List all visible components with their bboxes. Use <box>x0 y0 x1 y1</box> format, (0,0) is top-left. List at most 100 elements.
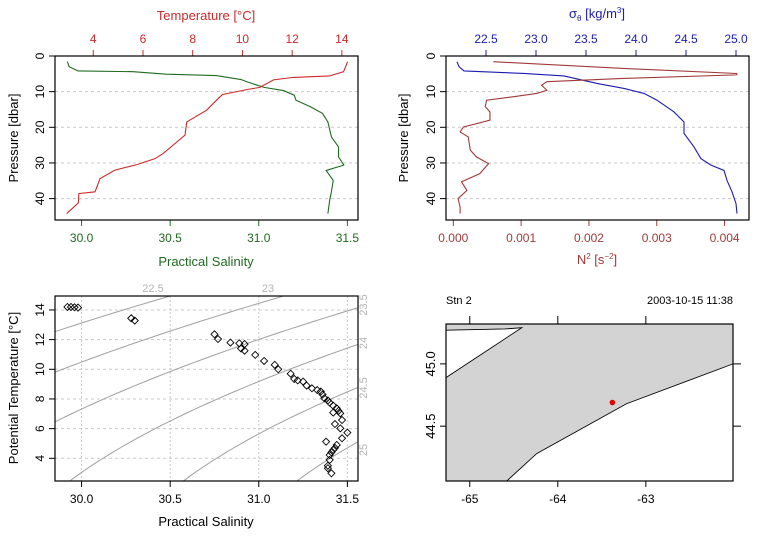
x2-tick-label: 8 <box>189 32 196 46</box>
ts-point <box>286 369 295 378</box>
y-tick-label: 6 <box>33 425 47 432</box>
y-tick-label: 10 <box>33 85 47 99</box>
label-part: [kg/m <box>582 6 617 21</box>
ts-point <box>323 461 333 470</box>
ts-point <box>63 302 72 312</box>
plot-frame <box>445 323 734 482</box>
label-part: N <box>577 252 586 267</box>
y-tick-label: 30 <box>424 156 438 170</box>
sigma-theta-profile-line <box>456 61 738 214</box>
salinity-profile-line <box>66 61 345 214</box>
x2-tick-label: 6 <box>140 32 147 46</box>
plot-frame <box>54 55 359 221</box>
x2-tick-label: 24.5 <box>674 32 698 46</box>
x-tick-label: 0.003 <box>642 231 672 245</box>
ts-point <box>316 387 325 396</box>
x2-tick-label: 12 <box>285 32 299 46</box>
ts-point <box>307 384 317 393</box>
y-tick-label: 44.5 <box>423 414 438 439</box>
density-contour-label: 22.5 <box>142 283 163 295</box>
label-part: ] <box>621 6 625 21</box>
density-contour <box>55 307 358 423</box>
y-axis-label: Pressure [dbar] <box>396 94 411 183</box>
x-tick-label: 31.0 <box>247 492 271 506</box>
ts-point <box>343 428 352 437</box>
y-tick-label: 12 <box>33 333 47 347</box>
x-tick-label: -64 <box>549 492 567 506</box>
ts-point <box>337 434 347 443</box>
ts-point <box>210 330 219 339</box>
ts-point <box>66 302 76 312</box>
ts-point <box>270 360 279 369</box>
ts-point <box>70 303 79 312</box>
ts-point <box>213 334 223 344</box>
station-time: 2003-10-15 11:38 <box>647 295 733 307</box>
ts-point <box>236 344 246 353</box>
x-tick-label: -65 <box>461 492 479 506</box>
y-tick-label: 0 <box>424 52 438 59</box>
y-tick-label: 20 <box>424 120 438 134</box>
panel-density-stratification-profile: σθ [kg/m3] N2 [s−2] Pressure [dbar] 0.00… <box>396 6 750 267</box>
y-tick-label: 30 <box>33 156 47 170</box>
y-tick-label: 14 <box>33 303 47 317</box>
ts-point <box>329 408 338 417</box>
ts-point <box>127 314 136 323</box>
ts-point <box>226 338 235 347</box>
label-superscript: 3 <box>617 6 622 15</box>
x-tick-label: -63 <box>637 492 655 506</box>
density-contour-label: 23.5 <box>358 294 370 315</box>
ts-point <box>240 346 249 355</box>
plot-frame <box>445 55 750 221</box>
x2-tick-label: 25.0 <box>724 32 748 46</box>
ts-point <box>274 365 283 374</box>
y-tick-label: 10 <box>33 362 47 376</box>
label-part: ] <box>614 252 618 267</box>
density-contour-label: 24.5 <box>358 377 370 398</box>
y-tick-label: 10 <box>424 85 438 99</box>
ts-point <box>293 376 302 385</box>
y-tick-label: 4 <box>33 455 47 462</box>
station-marker <box>609 399 616 406</box>
temperature-profile-line <box>66 61 349 214</box>
y-tick-label: 8 <box>33 395 47 402</box>
ts-point <box>302 381 311 390</box>
land-polygon <box>445 323 734 482</box>
label-superscript: 2 <box>586 252 591 261</box>
y-tick-label: 40 <box>33 192 47 206</box>
ts-point <box>332 440 341 450</box>
ts-point <box>251 350 260 360</box>
ts-point <box>337 415 347 425</box>
ts-point <box>130 316 139 325</box>
ts-point <box>327 448 336 457</box>
x-tick-label: 31.0 <box>247 231 271 245</box>
y-tick-label: 0 <box>33 52 47 59</box>
x2-tick-label: 23.5 <box>574 32 598 46</box>
x-tick-label: 30.0 <box>70 492 94 506</box>
x-tick-label: 31.5 <box>336 231 360 245</box>
density-contour <box>296 441 358 481</box>
ts-point <box>336 409 345 418</box>
ts-point <box>327 469 336 478</box>
label-part: [s <box>591 252 605 267</box>
x-tick-label: 0.000 <box>438 231 468 245</box>
ts-point <box>259 356 269 366</box>
density-contour <box>55 296 172 333</box>
density-contour <box>182 386 358 481</box>
x-axis-label: Practical Salinity <box>158 514 254 529</box>
plot-frame <box>54 295 359 482</box>
x2-tick-label: 14 <box>335 32 349 46</box>
label-subscript: θ <box>577 14 582 23</box>
x-tick-label: 0.002 <box>574 231 604 245</box>
panel-salinity-temperature-profile: Temperature [°C] Practical Salinity Pres… <box>6 8 359 269</box>
ts-point <box>336 424 345 433</box>
density-contour <box>68 343 358 481</box>
label-part: σ <box>569 6 577 21</box>
x2-tick-label: 4 <box>90 32 97 46</box>
y-axis-label: Potential Temperature [°C] <box>6 312 21 464</box>
density-contour <box>55 296 286 373</box>
ts-point <box>73 303 83 312</box>
y-tick-label: 20 <box>33 120 47 134</box>
ts-point <box>332 404 341 413</box>
x-tick-label: 0.004 <box>710 231 740 245</box>
